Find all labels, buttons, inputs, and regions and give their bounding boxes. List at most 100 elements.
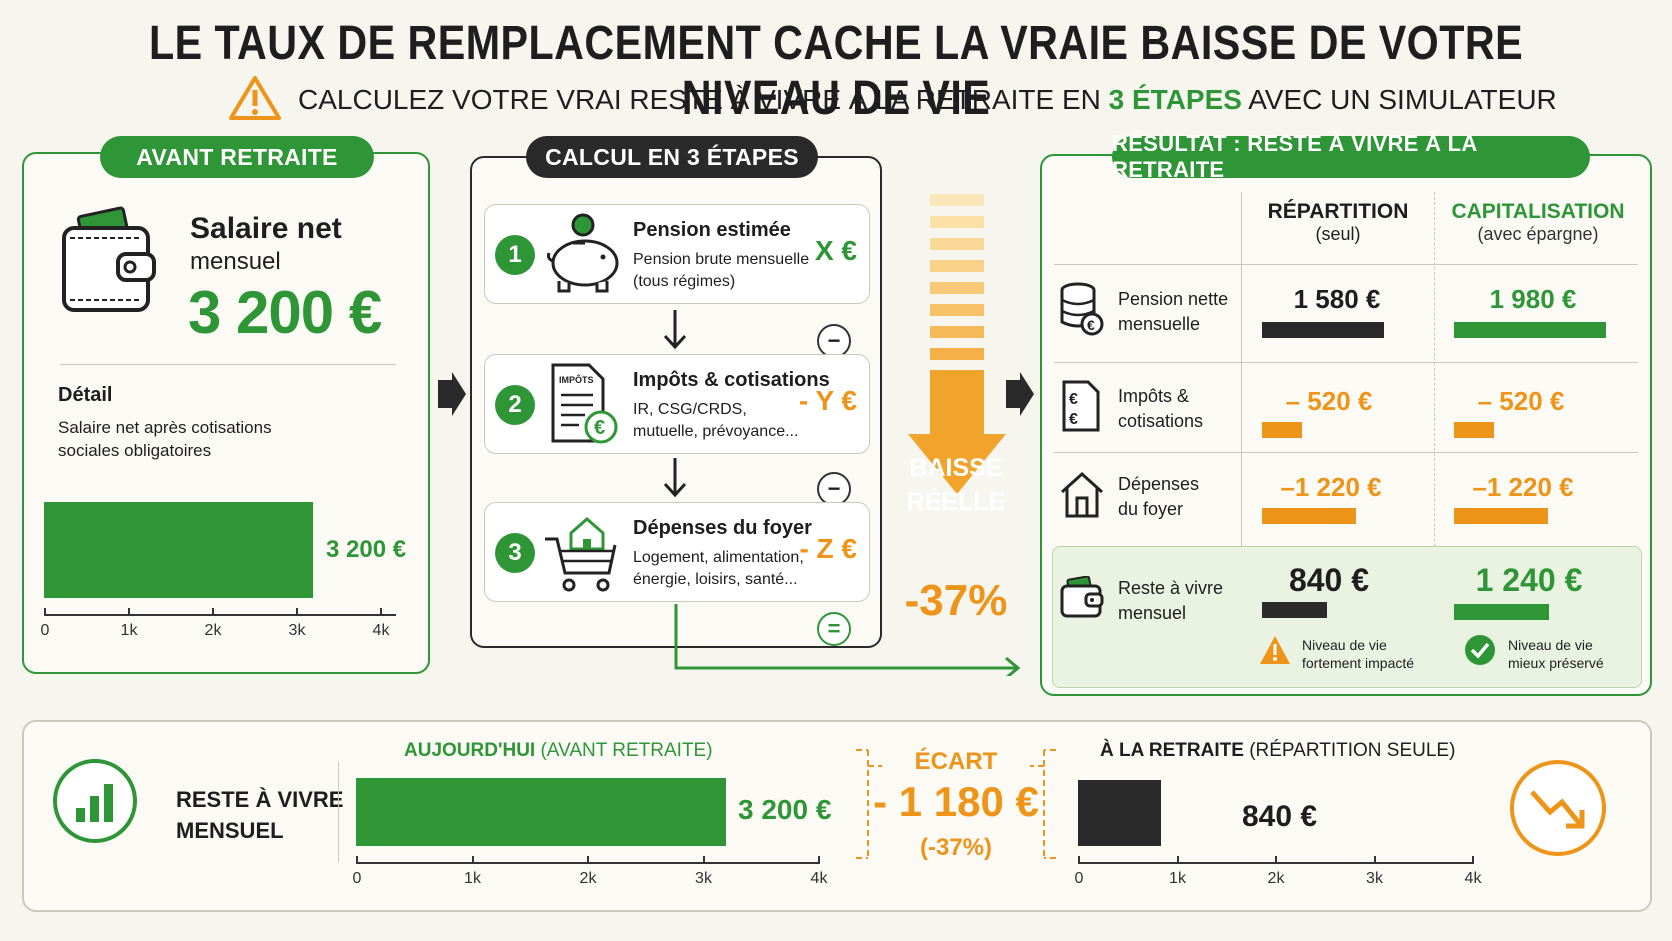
- warning-icon: [228, 74, 282, 127]
- wallet-icon: [1060, 575, 1104, 625]
- row-label-impots: Impôts & cotisations: [1118, 386, 1204, 431]
- flow-arrow: [668, 604, 1028, 681]
- shopping-cart-house-icon: [543, 509, 623, 600]
- depenses-capitalisation-value: –1 220 €: [1472, 472, 1574, 502]
- step-number: 3: [495, 533, 535, 573]
- step-value: X €: [814, 235, 857, 266]
- house-icon: [1058, 470, 1106, 525]
- salaire-label: Salaire net: [190, 212, 342, 245]
- reste-capitalisation-value: 1 240 €: [1475, 562, 1583, 598]
- avant-retraite-pill: AVANT RETRAITE: [100, 136, 374, 178]
- avant-bar-label: 3 200 €: [326, 536, 407, 563]
- baisse-percent: -37%: [904, 576, 1008, 625]
- svg-text:€: €: [594, 417, 605, 439]
- axis-tick-label: 0: [352, 870, 362, 887]
- step-desc: Pension brute mensuelle (tous régimes): [633, 251, 810, 290]
- step-title: Impôts & cotisations: [633, 369, 830, 391]
- step-title: Pension estimée: [633, 219, 791, 241]
- pension-repartition-value: 1 580 €: [1293, 284, 1381, 314]
- axis-tick-mark: [212, 608, 214, 616]
- axis-tick-label: 4k: [372, 622, 390, 639]
- step-title: Dépenses du foyer: [633, 517, 812, 539]
- step-desc: IR, CSG/CRDS, mutuelle, prévoyance...: [633, 401, 799, 440]
- retraite-bar-label: 840 €: [1242, 800, 1318, 833]
- tax-form-icon: € €: [1060, 378, 1102, 439]
- note-repartition: Niveau de vie fortement impacté: [1302, 637, 1415, 671]
- ecart-bracket: [850, 746, 1062, 867]
- axis-tick-label: 3k: [695, 870, 712, 887]
- step-value: - Z €: [799, 533, 857, 564]
- depenses-capitalisation-bar: [1454, 508, 1548, 524]
- coins-icon: €: [1058, 282, 1104, 343]
- row-divider: [1054, 362, 1638, 363]
- arrow-right-icon: [1004, 372, 1034, 421]
- axis-tick-mark: [818, 856, 820, 864]
- reste-repartition-value: 840 €: [1288, 562, 1370, 598]
- axis-tick-mark: [44, 608, 46, 616]
- axis-tick-mark: [1275, 856, 1277, 864]
- axis-tick-mark: [296, 608, 298, 616]
- reste-capitalisation-bar: [1454, 604, 1550, 620]
- note-capitalisation: Niveau de vie mieux préservé: [1508, 637, 1604, 671]
- arrow-down-icon: [663, 458, 687, 503]
- impots-capitalisation-value: – 520 €: [1477, 386, 1565, 416]
- axis-tick-mark: [1373, 856, 1376, 864]
- detail-title: Détail: [58, 384, 113, 406]
- axis-tick-label: 0: [1074, 870, 1084, 887]
- resultat-pill: RÉSULTAT : RESTE À VIVRE À LA RETRAITE: [1112, 131, 1590, 182]
- avant-axis: [44, 614, 396, 616]
- col-repartition-header: RÉPARTITION (seul): [1267, 200, 1409, 244]
- axis-tick-label: 3k: [288, 622, 306, 639]
- step-desc: Logement, alimentation, énergie, loisirs…: [633, 549, 804, 588]
- warning-icon: [1258, 634, 1292, 671]
- axis-tick-label: 2k: [1267, 870, 1285, 887]
- column-divider: [1241, 192, 1242, 682]
- retraite-bar: [1078, 780, 1161, 846]
- minus-icon: −: [817, 472, 851, 506]
- piggy-bank-icon: [545, 211, 627, 302]
- tax-document-icon: IMPÔTS €: [549, 361, 619, 452]
- axis-tick-mark: [702, 856, 705, 864]
- axis-tick-label: 0: [40, 622, 50, 639]
- detail-text: Salaire net après cotisations sociales o…: [58, 418, 272, 460]
- salaire-value: 3 200 €: [188, 279, 382, 346]
- subtitle: CALCULEZ VOTRE VRAI RESTE À VIVRE À LA R…: [298, 84, 1557, 115]
- salaire-sub: mensuel: [190, 248, 281, 275]
- today-bar: [356, 778, 726, 846]
- impots-capitalisation-bar: [1454, 422, 1495, 438]
- axis-tick-mark: [587, 856, 589, 864]
- equals-icon: =: [817, 612, 851, 646]
- calcul-pill: CALCUL EN 3 ÉTAPES: [526, 136, 818, 178]
- axis-tick-label: 3k: [1366, 870, 1383, 887]
- impots-repartition-bar: [1262, 422, 1303, 438]
- axis-tick-mark: [1472, 856, 1474, 864]
- axis-tick-mark: [1078, 856, 1080, 864]
- step-value: - Y €: [798, 385, 857, 416]
- depenses-repartition-bar: [1262, 508, 1356, 524]
- impots-repartition-value: – 520 €: [1285, 386, 1373, 416]
- pension-capitalisation-value: 1 980 €: [1489, 284, 1577, 314]
- step-3: 3 Dépenses du foyer Logement, alimentati…: [484, 502, 870, 602]
- panel-divider: [60, 364, 396, 365]
- axis-tick-label: 4k: [810, 870, 828, 887]
- baisse-label-1: BAISSE: [909, 454, 1003, 482]
- col-capitalisation-header: CAPITALISATION (avec épargne): [1451, 200, 1625, 244]
- row-divider: [1054, 452, 1638, 453]
- avant-salary-bar: [44, 502, 313, 598]
- page-title: LE TAUX DE REMPLACEMENT CACHE LA VRAIE B…: [148, 17, 1524, 125]
- today-bar-label: 3 200 €: [738, 794, 832, 825]
- check-circle-icon: [1464, 634, 1496, 671]
- trending-down-icon: [1508, 758, 1608, 863]
- axis-tick-label: 4k: [1464, 870, 1482, 887]
- downward-arrow-icon: [900, 194, 1012, 579]
- baisse-label-2: RÉELLE: [906, 488, 1006, 516]
- step-1: 1 Pension estimée Pension brute mensuell…: [484, 204, 870, 304]
- column-divider: [1434, 192, 1435, 682]
- retraite-title: À LA RETRAITE (RÉPARTITION SEULE): [1100, 740, 1456, 761]
- step-number: 2: [495, 385, 535, 425]
- axis-tick-mark: [128, 608, 130, 616]
- row-divider: [1054, 264, 1638, 265]
- bottom-divider: [338, 762, 339, 862]
- wallet-icon: [60, 206, 156, 321]
- arrow-down-icon: [663, 310, 687, 355]
